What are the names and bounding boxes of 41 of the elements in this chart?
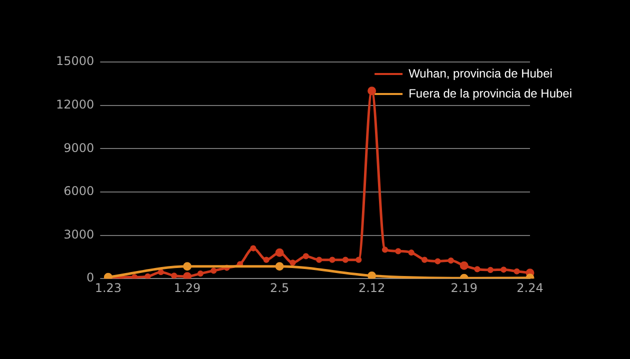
point	[500, 266, 507, 273]
x-tick-label: 1.23	[94, 280, 122, 295]
point	[275, 262, 284, 271]
point	[382, 246, 388, 253]
point	[395, 248, 402, 254]
point	[329, 256, 336, 263]
y-tick-label: 0	[86, 270, 94, 285]
point	[408, 250, 414, 256]
point	[302, 253, 309, 260]
point	[356, 256, 362, 263]
point	[474, 266, 480, 272]
point	[250, 245, 256, 252]
point	[171, 272, 178, 279]
point	[342, 256, 348, 263]
point	[487, 266, 494, 273]
y-tick-label: 6000	[64, 184, 94, 198]
point	[514, 268, 520, 274]
legend-label: Wuhan, provincia de Hubei	[408, 66, 552, 80]
point	[316, 256, 322, 263]
x-tick-label: 1.29	[174, 280, 201, 295]
x-tick-label: 2.12	[358, 280, 386, 295]
point	[197, 270, 204, 277]
point	[131, 274, 138, 279]
y-tick-label: 9000	[64, 140, 94, 155]
point	[158, 269, 164, 276]
x-tick-label: 2.19	[450, 280, 478, 295]
point	[183, 262, 192, 271]
y-tick-label: 3000	[64, 227, 94, 242]
y-tick-label: 15000	[56, 54, 94, 68]
y-tick-label: 12000	[56, 97, 94, 112]
point	[210, 268, 217, 274]
point	[421, 256, 428, 263]
point	[448, 258, 454, 264]
point	[290, 260, 296, 266]
point	[368, 271, 376, 279]
legend-label: Fuera de la provincia de Hubei	[408, 86, 572, 100]
x-tick-label: 2.5	[270, 280, 290, 295]
point	[263, 256, 270, 263]
point	[434, 258, 441, 264]
point	[144, 273, 151, 279]
x-tick-label: 2.24	[516, 280, 544, 295]
